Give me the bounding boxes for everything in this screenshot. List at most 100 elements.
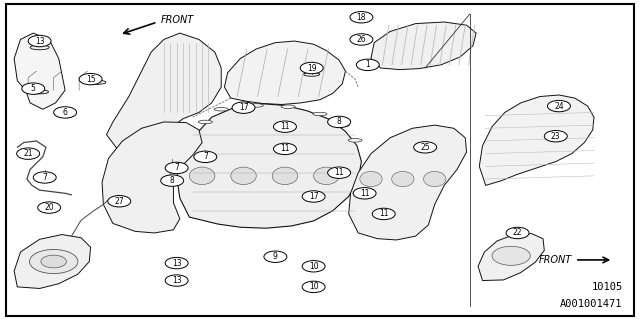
Text: 8: 8 [337,117,342,126]
Ellipse shape [165,179,175,182]
Circle shape [353,188,376,199]
Text: 22: 22 [513,228,522,237]
Text: 11: 11 [334,168,344,177]
Ellipse shape [304,72,320,76]
Ellipse shape [424,172,446,187]
Text: A001001471: A001001471 [560,299,623,309]
Ellipse shape [332,122,346,125]
Text: 20: 20 [44,203,54,212]
Circle shape [17,148,40,159]
Circle shape [264,251,287,262]
Polygon shape [14,235,91,288]
Circle shape [302,281,325,292]
Ellipse shape [281,105,295,108]
Ellipse shape [249,104,263,107]
Ellipse shape [310,264,324,267]
Ellipse shape [40,177,50,179]
Circle shape [506,227,529,239]
Circle shape [54,107,77,118]
Ellipse shape [113,203,125,206]
Circle shape [41,255,67,268]
Ellipse shape [268,255,282,259]
Ellipse shape [166,166,177,168]
Circle shape [232,102,255,113]
Text: 13: 13 [172,259,181,268]
Polygon shape [371,22,476,69]
Ellipse shape [200,156,211,159]
Text: 7: 7 [174,164,179,172]
Circle shape [28,35,51,47]
Circle shape [273,143,296,155]
Text: 8: 8 [170,176,175,185]
Ellipse shape [57,114,73,117]
Circle shape [300,62,323,74]
Polygon shape [478,234,544,281]
Circle shape [356,59,380,70]
Circle shape [350,12,373,23]
Circle shape [194,151,217,163]
Circle shape [372,208,395,220]
Polygon shape [479,95,594,185]
Text: 21: 21 [24,149,33,158]
Text: 11: 11 [360,189,369,198]
Circle shape [108,196,131,207]
Ellipse shape [313,112,327,116]
Polygon shape [106,33,221,154]
Ellipse shape [419,149,431,152]
Text: 9: 9 [273,252,278,261]
Circle shape [33,172,56,183]
Text: 10105: 10105 [591,282,623,292]
Circle shape [38,202,61,213]
Text: FRONT: FRONT [161,15,194,25]
Text: 19: 19 [307,63,317,73]
Text: 11: 11 [280,122,290,131]
Circle shape [165,162,188,174]
Ellipse shape [552,108,565,111]
Ellipse shape [272,167,298,185]
Ellipse shape [549,138,562,141]
Text: 1: 1 [365,60,370,69]
Circle shape [547,100,570,112]
Ellipse shape [348,139,362,142]
Ellipse shape [231,167,256,185]
Text: 13: 13 [172,276,181,285]
Text: 11: 11 [379,209,388,219]
Circle shape [328,167,351,178]
Text: 23: 23 [551,132,561,141]
Circle shape [413,142,436,153]
Text: 18: 18 [356,13,366,22]
Text: FRONT: FRONT [538,255,572,265]
Circle shape [273,121,296,132]
Ellipse shape [310,284,324,288]
Text: 13: 13 [35,36,44,45]
Ellipse shape [189,167,215,185]
Text: 10: 10 [309,262,319,271]
Circle shape [161,175,184,186]
Circle shape [544,131,567,142]
Text: 25: 25 [420,143,430,152]
Text: 26: 26 [356,35,366,44]
Text: 6: 6 [63,108,68,117]
Text: 7: 7 [203,152,208,161]
Text: 5: 5 [31,84,36,93]
Circle shape [29,250,78,274]
Ellipse shape [198,120,212,124]
Text: 24: 24 [554,101,564,111]
Polygon shape [14,33,65,109]
Circle shape [79,73,102,85]
Polygon shape [177,104,362,228]
Text: 7: 7 [42,173,47,182]
Text: 27: 27 [115,197,124,206]
Text: 17: 17 [309,192,319,201]
Circle shape [165,257,188,269]
Polygon shape [102,122,202,233]
Circle shape [328,116,351,128]
Ellipse shape [88,80,106,84]
Ellipse shape [214,108,228,111]
Ellipse shape [314,167,339,185]
Ellipse shape [392,172,414,187]
Ellipse shape [360,172,382,187]
Text: 11: 11 [280,144,290,153]
Ellipse shape [335,124,349,127]
Polygon shape [225,41,346,105]
